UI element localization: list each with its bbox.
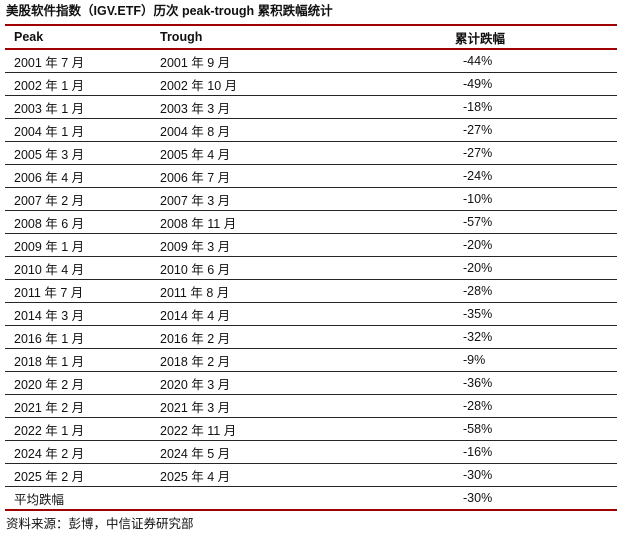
- trough-cell: 2007 年 3 月: [160, 193, 231, 208]
- trough-cell: 2001 年 9 月: [160, 55, 231, 70]
- trough-cell: 2006 年 7 月: [160, 170, 231, 185]
- drawdown-cell: -32%: [463, 330, 493, 344]
- drawdown-cell: -9%: [463, 353, 486, 367]
- column-header-trough: Trough: [160, 30, 203, 44]
- peak-cell: 2024 年 2 月: [14, 446, 85, 461]
- peak-cell: 2021 年 2 月: [14, 400, 85, 415]
- peak-cell: 2020 年 2 月: [14, 377, 85, 392]
- column-header-peak: Peak: [14, 30, 44, 44]
- summary-trough-cell: [160, 487, 455, 511]
- drawdown-cell: -28%: [463, 399, 493, 413]
- trough-cell: 2004 年 8 月: [160, 124, 231, 139]
- drawdown-cell: -49%: [463, 77, 493, 91]
- table-row: 2024 年 2 月 2024 年 5 月 -16%: [5, 441, 617, 464]
- peak-cell: 2004 年 1 月: [14, 124, 85, 139]
- table-row: 2010 年 4 月 2010 年 6 月 -20%: [5, 257, 617, 280]
- peak-cell: 2016 年 1 月: [14, 331, 85, 346]
- trough-cell: 2005 年 4 月: [160, 147, 231, 162]
- drawdown-cell: -24%: [463, 169, 493, 183]
- drawdown-cell: -28%: [463, 284, 493, 298]
- drawdown-table: Peak Trough 累计跌幅 2001 年 7 月 2001 年 9 月 -44…: [5, 24, 617, 511]
- peak-cell: 2006 年 4 月: [14, 170, 85, 185]
- trough-cell: 2018 年 2 月: [160, 354, 231, 369]
- trough-cell: 2010 年 6 月: [160, 262, 231, 277]
- drawdown-cell: -57%: [463, 215, 493, 229]
- table-row: 2016 年 1 月 2016 年 2 月 -32%: [5, 326, 617, 349]
- table-row: 2001 年 7 月 2001 年 9 月 -44%: [5, 49, 617, 73]
- trough-cell: 2008 年 11 月: [160, 216, 237, 231]
- trough-cell: 2016 年 2 月: [160, 331, 231, 346]
- table-row: 2008 年 6 月 2008 年 11 月 -57%: [5, 211, 617, 234]
- table-row: 2007 年 2 月 2007 年 3 月 -10%: [5, 188, 617, 211]
- table-row: 2003 年 1 月 2003 年 3 月 -18%: [5, 96, 617, 119]
- table-row: 2011 年 7 月 2011 年 8 月 -28%: [5, 280, 617, 303]
- peak-cell: 2002 年 1 月: [14, 78, 85, 93]
- drawdown-cell: -36%: [463, 376, 493, 390]
- drawdown-cell: -18%: [463, 100, 493, 114]
- table-header: Peak Trough 累计跌幅: [5, 25, 617, 49]
- table-row: 2009 年 1 月 2009 年 3 月 -20%: [5, 234, 617, 257]
- summary-row: 平均跌幅 -30%: [5, 487, 617, 511]
- drawdown-cell: -44%: [463, 54, 493, 68]
- drawdown-cell: -20%: [463, 261, 493, 275]
- table-row: 2020 年 2 月 2020 年 3 月 -36%: [5, 372, 617, 395]
- drawdown-cell: -20%: [463, 238, 493, 252]
- source-note: 资料来源：彭博，中信证券研究部: [6, 517, 194, 531]
- peak-cell: 2005 年 3 月: [14, 147, 85, 162]
- trough-cell: 2024 年 5 月: [160, 446, 231, 461]
- table-row: 2005 年 3 月 2005 年 4 月 -27%: [5, 142, 617, 165]
- table-body: 2001 年 7 月 2001 年 9 月 -44% 2002 年 1 月 2002 年…: [5, 49, 617, 510]
- trough-cell: 2025 年 4 月: [160, 469, 231, 484]
- peak-cell: 2010 年 4 月: [14, 262, 85, 277]
- trough-cell: 2009 年 3 月: [160, 239, 231, 254]
- peak-cell: 2011 年 7 月: [14, 285, 84, 300]
- peak-cell: 2022 年 1 月: [14, 423, 85, 438]
- peak-cell: 2014 年 3 月: [14, 308, 85, 323]
- peak-cell: 2025 年 2 月: [14, 469, 85, 484]
- peak-cell: 2009 年 1 月: [14, 239, 85, 254]
- table-row: 2025 年 2 月 2025 年 4 月 -30%: [5, 464, 617, 487]
- drawdown-cell: -58%: [463, 422, 493, 436]
- table-row: 2018 年 1 月 2018 年 2 月 -9%: [5, 349, 617, 372]
- table-row: 2021 年 2 月 2021 年 3 月 -28%: [5, 395, 617, 418]
- trough-cell: 2002 年 10 月: [160, 78, 238, 93]
- drawdown-cell: -35%: [463, 307, 493, 321]
- drawdown-cell: -27%: [463, 146, 493, 160]
- table-row: 2006 年 4 月 2006 年 7 月 -24%: [5, 165, 617, 188]
- peak-cell: 2018 年 1 月: [14, 354, 85, 369]
- table-row: 2022 年 1 月 2022 年 11 月 -58%: [5, 418, 617, 441]
- trough-cell: 2022 年 11 月: [160, 423, 237, 438]
- drawdown-cell: -16%: [463, 445, 493, 459]
- table-row: 2002 年 1 月 2002 年 10 月 -49%: [5, 73, 617, 96]
- figure-title: 美股软件指数（IGV.ETF）历次 peak-trough 累积跌幅统计: [6, 4, 333, 18]
- column-header-drawdown: 累计跌幅: [455, 31, 506, 46]
- summary-drawdown-cell: -30%: [463, 491, 493, 505]
- trough-cell: 2020 年 3 月: [160, 377, 231, 392]
- peak-cell: 2008 年 6 月: [14, 216, 85, 231]
- summary-label-cell: 平均跌幅: [14, 492, 65, 507]
- trough-cell: 2003 年 3 月: [160, 101, 231, 116]
- table-row: 2014 年 3 月 2014 年 4 月 -35%: [5, 303, 617, 326]
- peak-cell: 2001 年 7 月: [14, 55, 85, 70]
- trough-cell: 2014 年 4 月: [160, 308, 231, 323]
- drawdown-cell: -30%: [463, 468, 493, 482]
- table-row: 2004 年 1 月 2004 年 8 月 -27%: [5, 119, 617, 142]
- peak-cell: 2007 年 2 月: [14, 193, 85, 208]
- trough-cell: 2011 年 8 月: [160, 285, 230, 300]
- drawdown-cell: -10%: [463, 192, 493, 206]
- drawdown-cell: -27%: [463, 123, 493, 137]
- peak-cell: 2003 年 1 月: [14, 101, 85, 116]
- header-row: Peak Trough 累计跌幅: [5, 25, 617, 49]
- trough-cell: 2021 年 3 月: [160, 400, 231, 415]
